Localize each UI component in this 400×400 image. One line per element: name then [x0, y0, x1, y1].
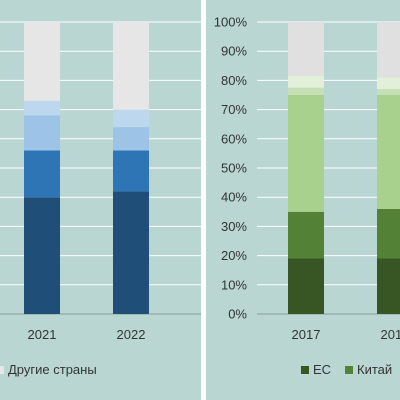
bar-segment — [24, 150, 60, 198]
bar-segment — [288, 258, 324, 314]
legend-swatch — [345, 366, 353, 374]
legend-swatch — [0, 366, 4, 374]
chart-panel-1: 2021 2022 Другие страны — [0, 21, 201, 377]
bar-segment — [24, 100, 60, 116]
bar-segment — [24, 115, 60, 151]
bar-segment — [288, 22, 324, 77]
panel-divider — [201, 0, 206, 400]
legend-label: Китай — [357, 362, 392, 377]
x-tick-label: 2022 — [117, 327, 146, 342]
legend-swatch — [301, 366, 309, 374]
bar-segment — [288, 95, 324, 212]
bar-segment — [377, 77, 400, 90]
y-tick-label: 20% — [221, 248, 247, 263]
bar-segment — [288, 76, 324, 88]
y-tick-label: 40% — [221, 190, 247, 205]
bar-segment — [113, 22, 149, 110]
bar-segment — [377, 89, 400, 95]
x-tick-label: 2021 — [28, 327, 57, 342]
bar-segment — [377, 22, 400, 78]
y-tick-label: 50% — [221, 161, 247, 176]
y-tick-label: 80% — [221, 73, 247, 88]
y-tick-label: 10% — [221, 277, 247, 292]
y-tick-label: 60% — [221, 131, 247, 146]
bar-segment — [113, 127, 149, 151]
y-tick-label: 90% — [221, 44, 247, 59]
bar-segment — [24, 197, 60, 314]
bar-segment — [377, 95, 400, 209]
bar-segment — [24, 22, 60, 101]
y-tick-label: 30% — [221, 219, 247, 234]
x-tick-label: 2017 — [292, 327, 321, 342]
bar-segment — [288, 211, 324, 259]
y-tick-label: 70% — [221, 102, 247, 117]
bar-segment — [377, 258, 400, 314]
bar-segment — [377, 208, 400, 259]
y-tick-label: 100% — [214, 15, 248, 30]
chart-panel-2: 0% 10% 20% 30% 40% 50% 60% 70% 80% 90% 100% 2017 201… — [214, 15, 400, 377]
bar-segment — [113, 191, 149, 314]
legend-label: Другие страны — [8, 362, 97, 377]
bar-segment — [113, 150, 149, 192]
legend-label: ЕС — [313, 362, 331, 377]
bar-segment — [288, 87, 324, 95]
x-tick-label: 2018 — [381, 327, 400, 342]
bar-segment — [113, 109, 149, 128]
y-tick-label: 0% — [228, 307, 247, 322]
